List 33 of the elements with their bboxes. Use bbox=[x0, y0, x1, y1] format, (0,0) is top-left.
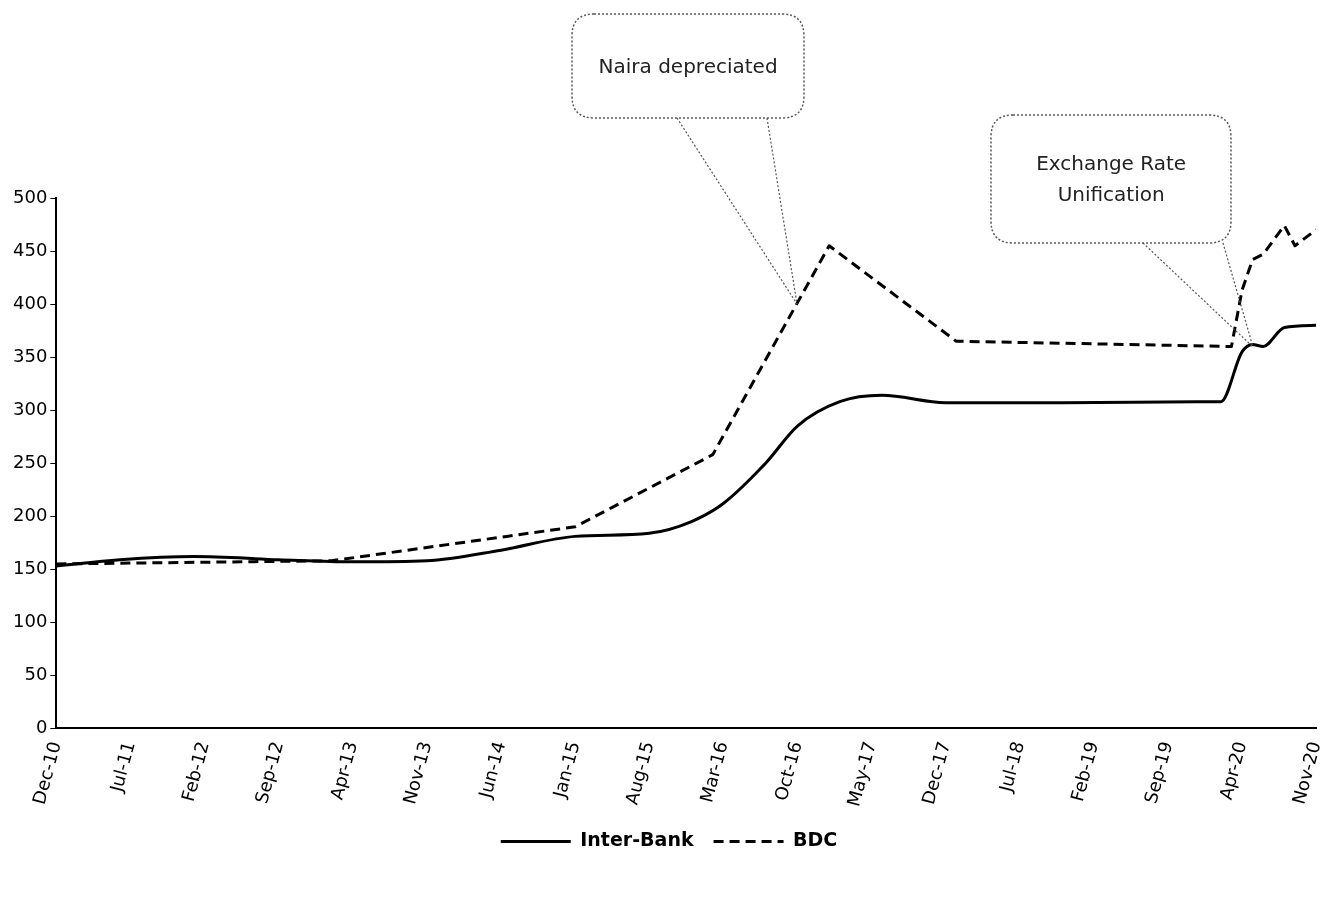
x-tick-label: Jul-11 bbox=[105, 738, 139, 795]
y-tick-label: 450 bbox=[13, 238, 48, 260]
x-tick-label: Dec-10 bbox=[27, 738, 65, 807]
y-tick-label: 50 bbox=[24, 663, 48, 685]
legend-label: Inter-Bank bbox=[580, 828, 694, 851]
x-tick-label: Aug-15 bbox=[620, 738, 658, 807]
x-tick-label: Nov-13 bbox=[398, 738, 436, 807]
x-tick-label: Nov-20 bbox=[1287, 738, 1325, 807]
y-tick-label: 0 bbox=[35, 716, 48, 738]
x-tick-label: Sep-12 bbox=[250, 738, 288, 806]
x-tick-label: May-17 bbox=[842, 738, 880, 809]
y-tick-label: 400 bbox=[13, 291, 48, 313]
y-tick-label: 300 bbox=[13, 397, 48, 419]
legend-label: BDC bbox=[793, 828, 838, 851]
y-tick-label: 200 bbox=[13, 503, 48, 525]
x-tick-label: Apr-20 bbox=[1214, 738, 1251, 802]
x-tick-label: Apr-13 bbox=[325, 738, 362, 802]
y-tick-label: 250 bbox=[13, 450, 48, 472]
x-tick-label: Mar-16 bbox=[695, 738, 732, 805]
text: Naira depreciated bbox=[572, 14, 805, 119]
y-tick-label: 500 bbox=[13, 185, 48, 207]
x-tick-label: Dec-17 bbox=[917, 738, 954, 807]
y-tick-label: 350 bbox=[13, 344, 48, 366]
y-tick-label: 100 bbox=[13, 609, 48, 631]
x-tick-label: Jul-18 bbox=[994, 738, 1029, 795]
annotation: Exchange Rate Unification bbox=[991, 114, 1232, 243]
x-tick-label: Jun-14 bbox=[473, 738, 510, 801]
y-tick-label: 150 bbox=[13, 556, 48, 578]
x-tick-label: Feb-12 bbox=[176, 738, 213, 804]
x-tick-label: Sep-19 bbox=[1139, 738, 1177, 806]
x-tick-label: Oct-16 bbox=[769, 738, 806, 803]
x-tick-label: Feb-19 bbox=[1066, 738, 1103, 804]
x-tick-label: Jan-15 bbox=[548, 738, 584, 801]
